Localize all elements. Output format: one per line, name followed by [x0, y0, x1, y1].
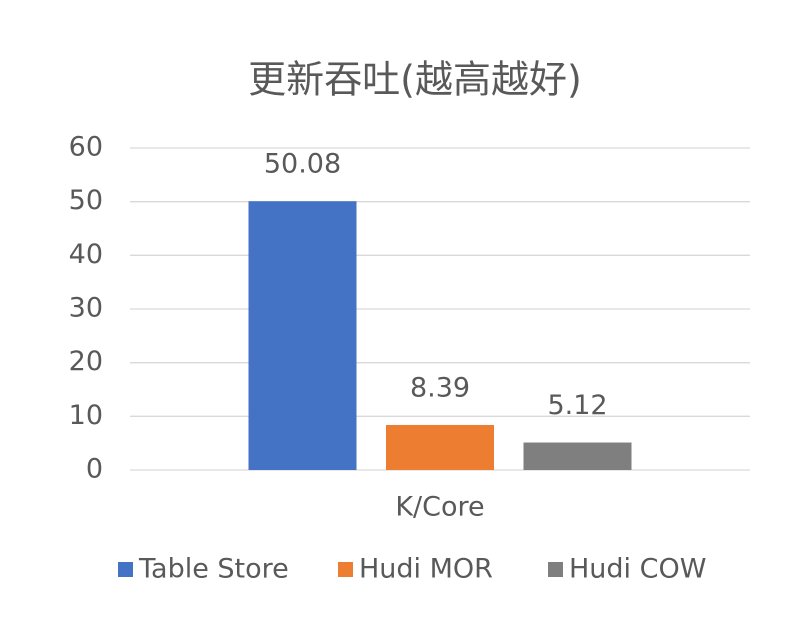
x-tick-label: K/Core [395, 492, 484, 523]
y-tick-label: 0 [86, 454, 103, 485]
legend-label: Table Store [138, 554, 289, 585]
y-tick-label: 30 [69, 293, 103, 324]
y-tick-label: 60 [69, 132, 103, 163]
y-tick-label: 40 [69, 239, 103, 270]
legend-label: Hudi COW [569, 554, 706, 585]
legend-swatch [338, 562, 353, 577]
bar [523, 442, 632, 470]
data-label: 50.08 [264, 149, 341, 180]
y-tick-label: 10 [69, 400, 103, 431]
chart-title: 更新吞吐(越高越好) [248, 58, 582, 102]
data-label: 5.12 [547, 390, 607, 421]
legend-swatch [548, 562, 563, 577]
y-tick-label: 20 [69, 346, 103, 377]
y-tick-label: 50 [69, 185, 103, 216]
data-label: 8.39 [410, 372, 470, 403]
legend-label: Hudi MOR [359, 554, 493, 585]
bar [248, 201, 357, 470]
bar [386, 424, 494, 470]
legend-swatch [118, 562, 133, 577]
